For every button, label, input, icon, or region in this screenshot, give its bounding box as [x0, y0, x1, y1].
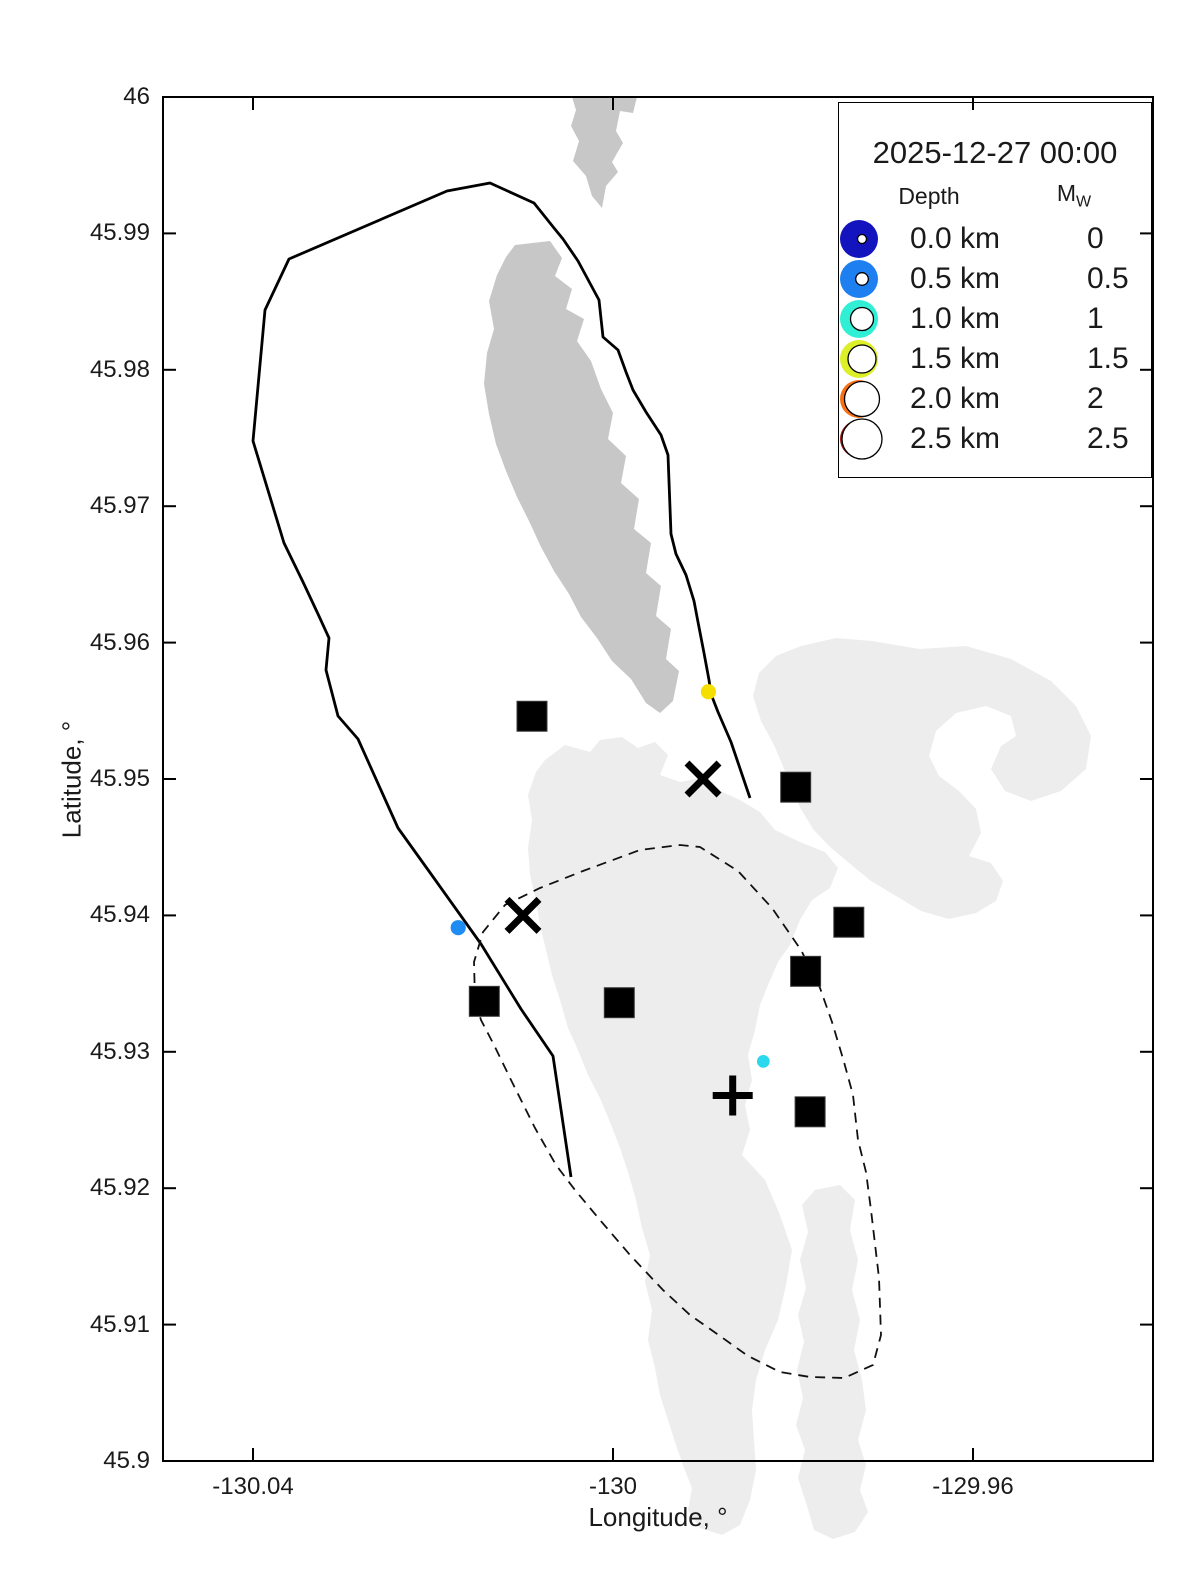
x-tick-label: -130.04 [212, 1473, 294, 1500]
mw-label: 0.5 [1087, 262, 1129, 295]
depth-label: 0.0 km [910, 222, 1001, 255]
legend-datetime: 2025-12-27 00:00 [872, 135, 1118, 170]
mw-symbol: M [1056, 180, 1077, 206]
legend-row: 2.5 km 2.5 [839, 417, 1151, 461]
earthquake-dot [700, 684, 717, 700]
eruption-outline-dashed [473, 844, 882, 1379]
y-tick-label: 45.96 [89, 628, 150, 656]
lava-flow-light-patches [528, 638, 1091, 1539]
lava-flow-patch-central-south [528, 737, 838, 1535]
mw-subscript: W [1076, 193, 1092, 211]
mw-label: 2.5 [1087, 422, 1129, 455]
mw-size-icon [847, 344, 877, 374]
y-tick-label: 45.91 [89, 1310, 150, 1338]
station-square-marker [780, 771, 812, 803]
y-tick-label: 45.94 [89, 901, 150, 929]
station-square-marker [603, 987, 635, 1019]
earthquake-dot [450, 920, 466, 936]
mw-label: 2 [1087, 382, 1104, 415]
caldera-outline [251, 181, 752, 1178]
mw-label: 1.5 [1087, 342, 1129, 375]
station-square-marker [790, 955, 822, 987]
cross-marker [504, 896, 542, 934]
station-square-marker [794, 1096, 826, 1128]
y-tick-label: 45.95 [89, 765, 150, 792]
legend-row: 0.5 km 0.5 [839, 257, 1151, 301]
y-tick-label: 45.93 [89, 1037, 150, 1065]
y-tick-label: 45.9 [103, 1447, 150, 1474]
lava-flow-patch-south-strip [796, 1185, 868, 1539]
mw-size-icon [841, 418, 883, 460]
y-tick-label: 45.92 [89, 1174, 150, 1202]
x-axis-label: Longitude, ° [588, 1502, 728, 1532]
lava-flow-dark-patches [484, 97, 679, 713]
legend-box: 2025-12-27 00:00 Depth MW 0.0 km 0 0.5 k… [838, 102, 1152, 478]
station-square-marker [468, 985, 500, 1017]
depth-label: 2.5 km [910, 422, 1001, 455]
depth-label: 1.0 km [910, 302, 1001, 335]
earthquake-dot [756, 1054, 770, 1068]
markers-layer [450, 684, 865, 1128]
depth-label: 1.5 km [910, 342, 1001, 375]
legend-depth-header: Depth [898, 183, 960, 209]
mw-label: 0 [1087, 222, 1104, 255]
cross-marker [684, 760, 722, 798]
plus-marker [712, 1075, 753, 1116]
lava-flow-patch-east-hook [753, 638, 1091, 919]
legend-row: 2.0 km 2 [839, 377, 1151, 421]
station-square-marker [833, 906, 865, 938]
legend-row: 1.0 km 1 [839, 297, 1151, 341]
y-tick-label: 45.98 [89, 355, 150, 383]
mw-size-icon [855, 272, 869, 286]
legend-row: 1.5 km 1.5 [839, 337, 1151, 381]
station-square-marker [516, 700, 548, 732]
legend-mw-header: MW [1037, 180, 1111, 212]
mw-label: 1 [1087, 302, 1104, 335]
mw-size-icon [849, 306, 875, 332]
y-tick-label: 45.97 [89, 492, 150, 520]
depth-label: 2.0 km [910, 382, 1001, 415]
mw-size-icon [856, 233, 868, 245]
x-tick-label: -129.96 [932, 1473, 1014, 1500]
lava-flow-patch-rift [484, 241, 679, 713]
depth-label: 0.5 km [910, 262, 1001, 295]
mw-size-icon [843, 380, 881, 418]
y-tick-label: 45.99 [89, 219, 150, 247]
x-tick-label: -130 [588, 1473, 638, 1500]
y-tick-label: 46 [123, 83, 150, 110]
legend-row: 0.0 km 0 [839, 217, 1151, 261]
lava-flow-patch-north [571, 97, 637, 208]
